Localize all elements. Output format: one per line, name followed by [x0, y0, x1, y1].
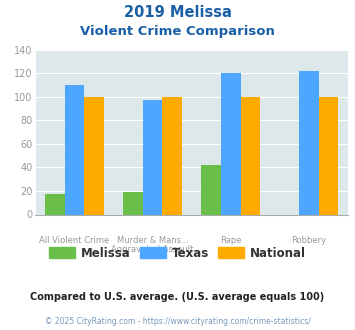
- Bar: [45, 194, 65, 214]
- Bar: [163, 97, 182, 214]
- Text: Robbery: Robbery: [291, 236, 326, 245]
- Text: Violent Crime Comparison: Violent Crime Comparison: [80, 25, 275, 38]
- Text: Compared to U.S. average. (U.S. average equals 100): Compared to U.S. average. (U.S. average …: [31, 292, 324, 302]
- Text: © 2025 CityRating.com - https://www.cityrating.com/crime-statistics/: © 2025 CityRating.com - https://www.city…: [45, 317, 310, 326]
- Text: 2019 Melissa: 2019 Melissa: [124, 5, 231, 20]
- Text: Rape: Rape: [220, 236, 241, 245]
- Bar: [124, 192, 143, 214]
- Bar: [84, 97, 104, 214]
- Bar: [319, 97, 338, 214]
- Legend: Melissa, Texas, National: Melissa, Texas, National: [44, 242, 311, 264]
- Text: Murder & Mans...: Murder & Mans...: [117, 236, 189, 245]
- Bar: [241, 97, 260, 214]
- Bar: [202, 165, 221, 214]
- Bar: [143, 100, 163, 214]
- Bar: [221, 73, 241, 215]
- Bar: [299, 71, 319, 215]
- Bar: [65, 85, 84, 214]
- Text: Aggravated Assault: Aggravated Assault: [111, 245, 194, 254]
- Text: All Violent Crime: All Violent Crime: [39, 236, 110, 245]
